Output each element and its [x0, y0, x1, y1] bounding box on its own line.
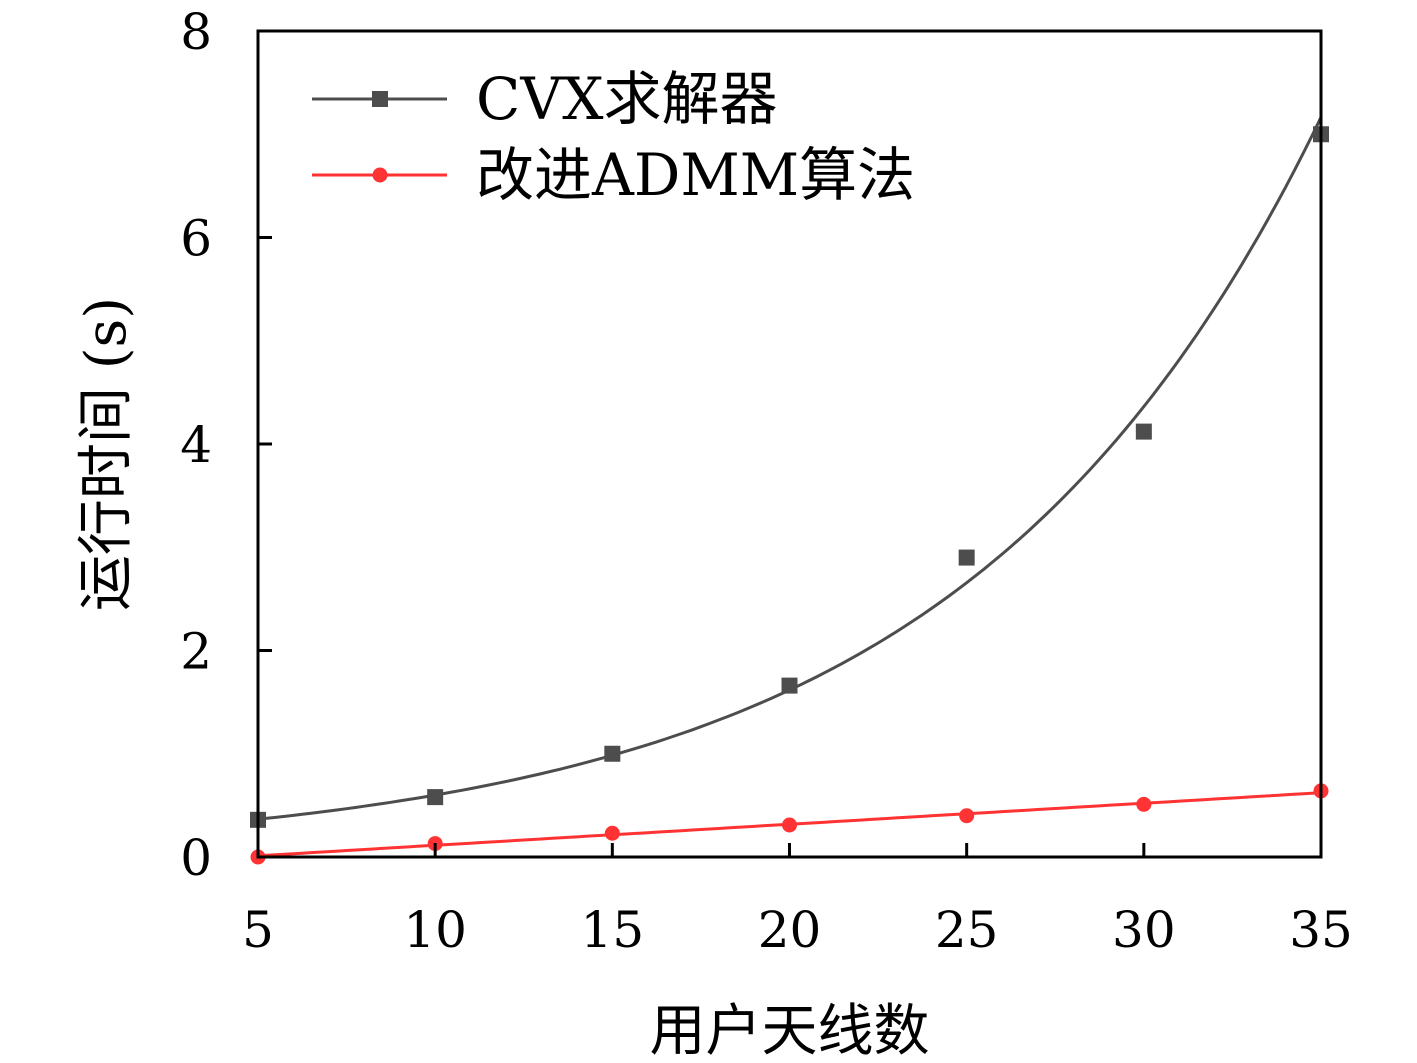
series-1-point	[604, 825, 620, 841]
y-tick-label: 8	[180, 3, 212, 61]
y-axis-title: 运行时间 (s)	[74, 297, 139, 611]
y-tick-label: 2	[180, 623, 212, 681]
legend-swatch-marker	[372, 91, 388, 107]
series-0-point	[958, 549, 975, 566]
series-0-point	[427, 789, 444, 806]
series-0-line	[257, 116, 1323, 821]
x-tick-label: 5	[242, 901, 274, 959]
y-tick-label: 4	[180, 416, 212, 474]
x-axis-title: 用户天线数	[650, 999, 930, 1063]
legend-swatch-marker	[372, 167, 388, 183]
x-tick-label: 15	[581, 901, 645, 959]
series-0-point	[781, 677, 798, 694]
x-tick-label: 30	[1112, 901, 1176, 959]
series-0-point	[604, 745, 621, 762]
ticks-layer: 5 10 15 20 25 30 35 0 2 4 6 8	[180, 3, 1353, 959]
series-layer	[250, 116, 1329, 865]
series-1-point	[959, 808, 975, 824]
x-tick-label: 10	[403, 901, 467, 959]
legend-entry-1: 改进ADMM算法	[312, 141, 915, 209]
series-0-point	[1135, 423, 1152, 440]
x-tick-label: 35	[1289, 901, 1353, 959]
series-1-point	[782, 817, 797, 833]
legend-label: 改进ADMM算法	[476, 141, 915, 209]
legend-label: CVX求解器	[476, 65, 778, 133]
y-tick-label: 0	[180, 829, 212, 887]
y-tick-label: 6	[180, 210, 212, 268]
series-1-point	[1136, 796, 1152, 812]
legend-entry-0: CVX求解器	[312, 65, 778, 133]
x-tick-label: 20	[758, 901, 822, 959]
x-tick-label: 25	[935, 901, 999, 959]
series-0	[250, 116, 1329, 828]
